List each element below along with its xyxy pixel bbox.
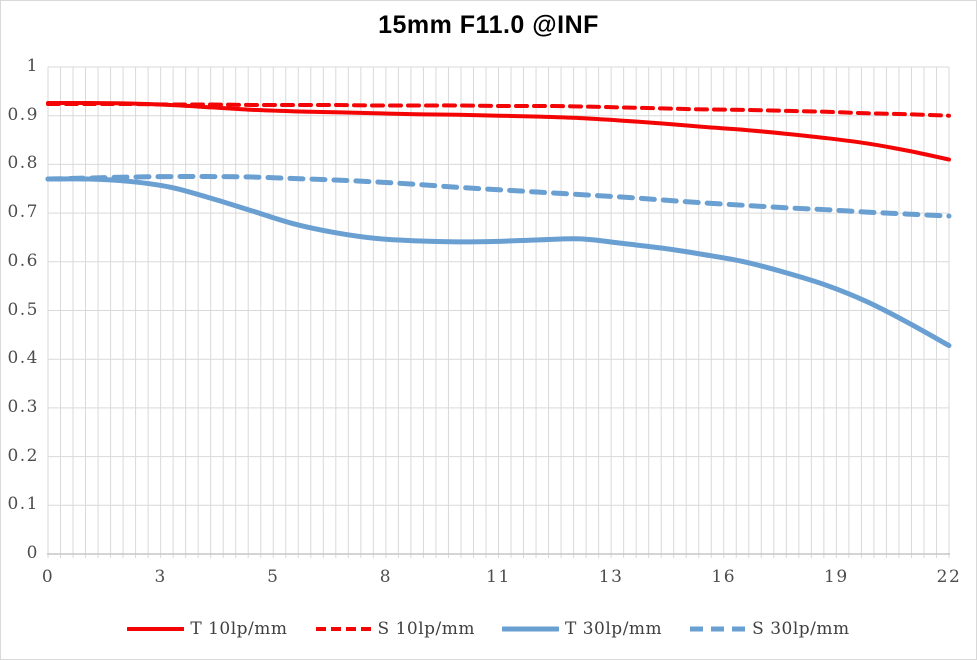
- x-tick-label-3: 3: [154, 567, 167, 587]
- y-tick-label-0.5: 0.5: [7, 299, 39, 320]
- chart-title: 15mm F11.0 @INF: [378, 11, 599, 39]
- x-tick-label-19: 19: [824, 567, 849, 587]
- y-tick-label-0.2: 0.2: [7, 445, 39, 466]
- y-tick-label-0: 0: [26, 543, 39, 563]
- x-tick-label-0: 0: [41, 567, 55, 587]
- legend-item-t10: T 10lp/mm: [127, 619, 287, 639]
- legend-item-t30: T 30lp/mm: [502, 619, 662, 639]
- legend-label-t10: T 10lp/mm: [190, 619, 288, 639]
- y-tick-label-0.1: 0.1: [7, 494, 39, 515]
- legend-label-s10: S 10lp/mm: [377, 619, 475, 639]
- x-tick-label-11: 11: [486, 567, 511, 587]
- legend-label-s30: S 30lp/mm: [752, 619, 850, 639]
- y-tick-label-0.4: 0.4: [7, 348, 39, 369]
- series-line-s-30lp-mm: [45, 174, 952, 219]
- legend-swatch-s10-dashed-red-line: [315, 627, 371, 631]
- y-tick-label-1: 1: [26, 56, 39, 76]
- legend-item-s10: S 10lp/mm: [315, 619, 475, 639]
- legend-swatch-t10-solid-red-line: [127, 627, 185, 631]
- x-tick-label-13: 13: [598, 567, 624, 587]
- legend-swatch-s30-dashed-blue-line: [690, 626, 746, 632]
- x-tick-label-8: 8: [379, 567, 393, 587]
- legend-item-s30: S 30lp/mm: [689, 619, 849, 639]
- y-tick-label-0.8: 0.8: [7, 153, 39, 174]
- y-tick-label-0.9: 0.9: [7, 104, 39, 125]
- legend-swatch-t30-solid-blue-line: [502, 626, 559, 632]
- x-tick-label-16: 16: [711, 567, 737, 587]
- series-line-t-30lp-mm: [45, 176, 952, 349]
- x-tick-label-5: 5: [267, 567, 280, 587]
- legend-label-t30: T 30lp/mm: [565, 619, 663, 639]
- y-tick-label-0.6: 0.6: [7, 250, 39, 271]
- y-tick-label-0.3: 0.3: [7, 396, 39, 417]
- series-line-t-10lp-mm: [46, 101, 951, 162]
- x-tick-label-22: 22: [936, 567, 962, 587]
- y-tick-label-0.7: 0.7: [7, 202, 39, 223]
- chart-legend: T 10lp/mm S 10lp/mm T 30lp/mm S 30lp/mm: [1, 619, 976, 639]
- series-line-s-10lp-mm: [46, 101, 951, 118]
